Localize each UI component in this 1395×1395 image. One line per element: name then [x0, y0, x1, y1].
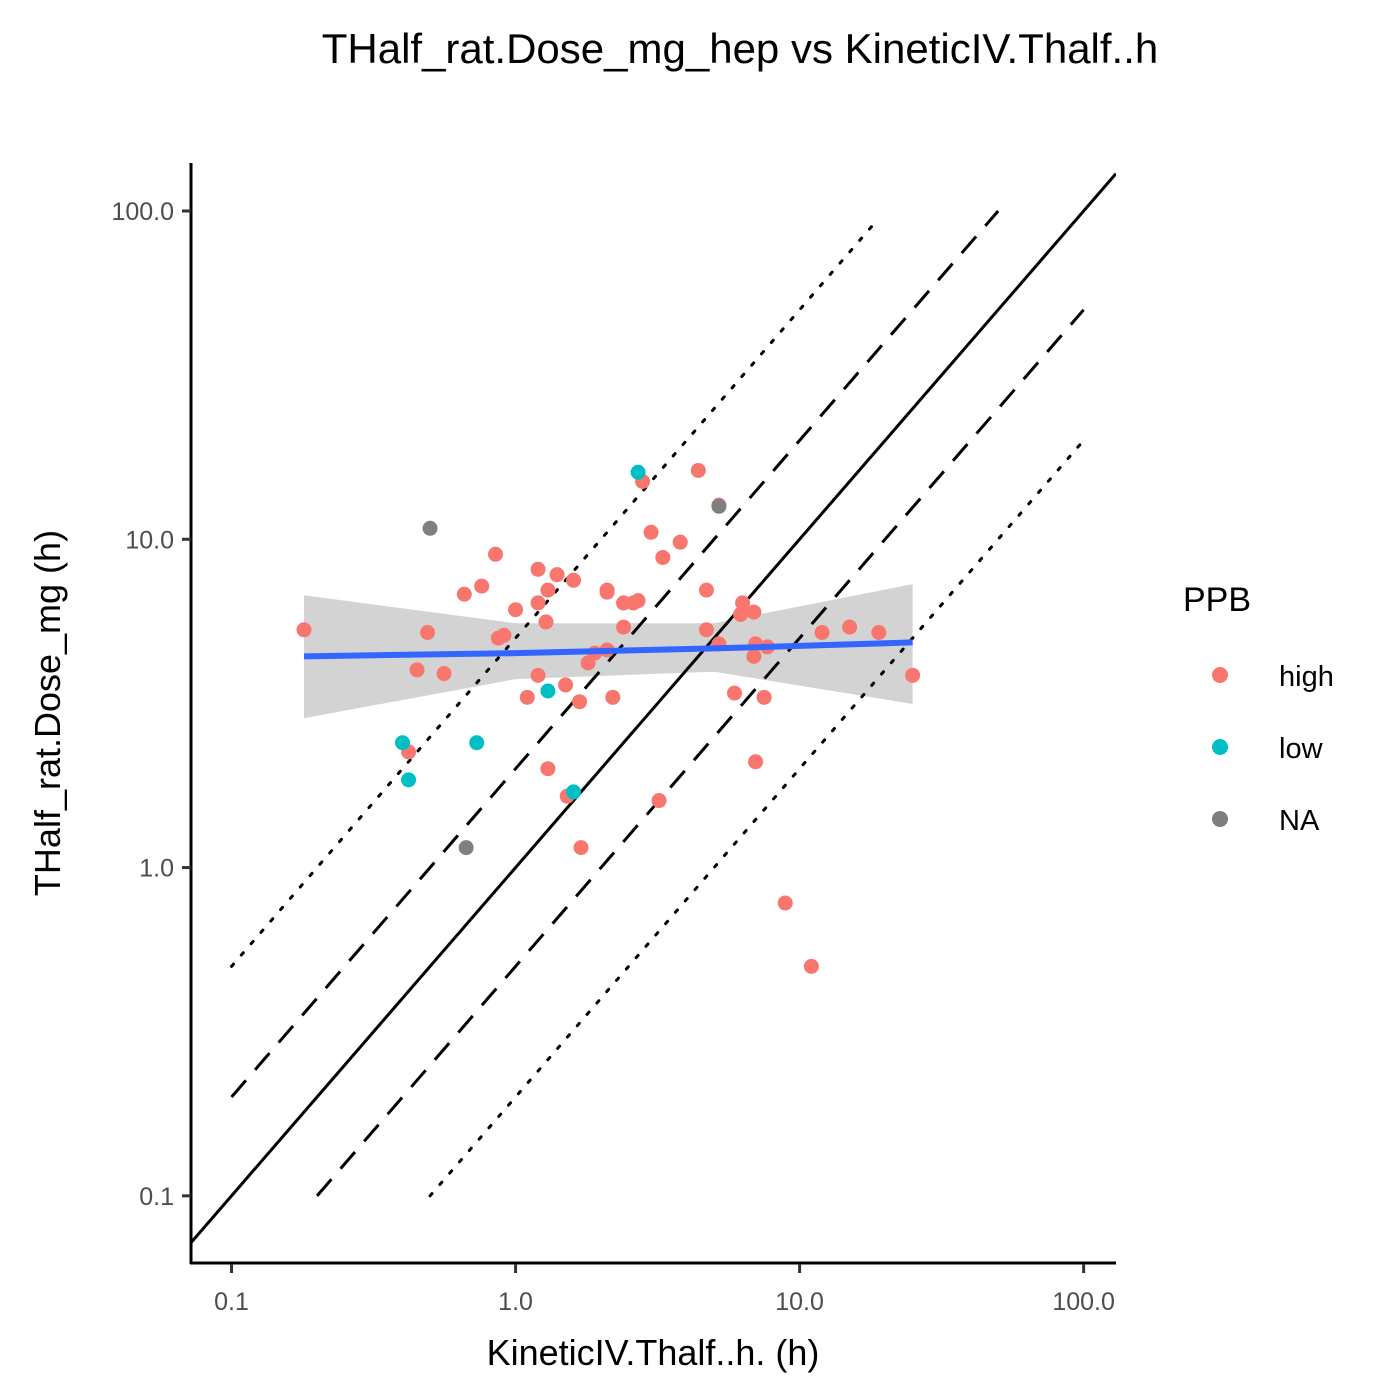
- data-point-high: [474, 578, 490, 594]
- data-point-high: [698, 622, 714, 638]
- data-point-high: [698, 582, 714, 598]
- data-point-high: [727, 685, 743, 701]
- data-point-high: [436, 666, 452, 682]
- chart-title: THalf_rat.Dose_mg_hep vs KineticIV.Thalf…: [322, 25, 1159, 72]
- legend: PPB high low NA: [1183, 581, 1334, 837]
- data-point-high: [530, 561, 546, 577]
- data-point-high: [690, 462, 706, 478]
- y-tick-label: 0.1: [139, 1183, 174, 1211]
- data-point-low: [469, 735, 485, 751]
- data-point-high: [735, 595, 751, 611]
- data-point-high: [420, 624, 436, 640]
- data-point-high: [672, 534, 688, 550]
- legend-title: PPB: [1183, 581, 1251, 619]
- legend-key-na: [1212, 811, 1228, 827]
- data-point-high: [530, 667, 546, 683]
- data-point-high: [409, 662, 425, 678]
- data-point-na: [711, 498, 727, 514]
- data-point-low: [540, 683, 556, 699]
- data-point-low: [630, 464, 646, 480]
- legend-key-low: [1212, 739, 1228, 755]
- y-axis-title: THalf_rat.Dose_mg (h): [27, 530, 68, 896]
- legend-label-high: high: [1279, 661, 1334, 693]
- data-point-high: [756, 689, 772, 705]
- data-point-low: [566, 784, 582, 800]
- data-point-high: [599, 584, 615, 600]
- data-point-na: [458, 840, 474, 856]
- data-point-high: [746, 604, 762, 620]
- data-point-high: [905, 667, 921, 683]
- data-point-high: [496, 627, 512, 643]
- plot-panel: [191, 172, 1116, 1244]
- data-point-high: [605, 689, 621, 705]
- data-point-high: [296, 622, 312, 638]
- x-tick-label: 100.0: [1052, 1288, 1115, 1316]
- data-point-high: [630, 593, 646, 609]
- data-point-high: [558, 677, 574, 693]
- data-point-high: [519, 689, 535, 705]
- data-point-high: [573, 840, 589, 856]
- data-point-high: [538, 614, 554, 630]
- reference-line-2-fold-upper: [230, 209, 1000, 1099]
- reference-line-5-fold-lower: [428, 438, 1086, 1198]
- data-point-high: [643, 524, 659, 540]
- data-point-na: [422, 520, 438, 536]
- x-tick-label: 1.0: [498, 1288, 533, 1316]
- data-point-high: [572, 694, 588, 710]
- data-point-high: [566, 572, 582, 588]
- data-point-high: [842, 619, 858, 635]
- data-point-high: [530, 595, 546, 611]
- y-tick-label: 1.0: [139, 855, 174, 883]
- x-axis-ticks: 0.1 1.0 10.0 100.0: [214, 1264, 1115, 1316]
- data-point-high: [651, 793, 667, 809]
- legend-key-high: [1212, 667, 1228, 683]
- reference-line-2-fold-lower: [315, 308, 1085, 1197]
- data-point-high: [540, 582, 556, 598]
- data-point-high: [733, 606, 749, 622]
- legend-label-na: NA: [1279, 805, 1320, 837]
- x-axis-title: KineticIV.Thalf..h. (h): [487, 1332, 820, 1373]
- y-axis-ticks: 0.1 1.0 10.0 100.0: [111, 198, 191, 1211]
- data-point-high: [814, 624, 830, 640]
- data-point-high: [540, 761, 556, 777]
- data-point-high: [456, 586, 472, 602]
- data-point-high: [777, 895, 793, 911]
- legend-label-low: low: [1279, 733, 1324, 765]
- data-point-high: [746, 648, 762, 664]
- data-point-low: [401, 772, 417, 788]
- data-point-high: [616, 619, 632, 635]
- x-tick-label: 10.0: [775, 1288, 824, 1316]
- data-point-high: [871, 624, 887, 640]
- x-tick-label: 0.1: [214, 1288, 249, 1316]
- data-point-high: [655, 549, 671, 565]
- y-tick-label: 10.0: [125, 526, 174, 554]
- reference-line-identity: [191, 172, 1116, 1244]
- y-tick-label: 100.0: [111, 198, 174, 226]
- data-point-high: [508, 602, 524, 618]
- data-point-high: [803, 958, 819, 974]
- data-point-high: [488, 546, 504, 562]
- data-point-low: [395, 735, 411, 751]
- regression-line: [303, 639, 913, 660]
- data-point-high: [549, 567, 565, 583]
- data-point-high: [748, 754, 764, 770]
